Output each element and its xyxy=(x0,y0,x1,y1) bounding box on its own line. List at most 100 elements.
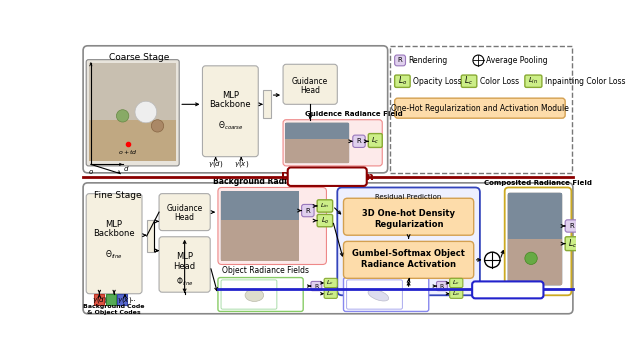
Bar xyxy=(285,123,349,139)
Text: $o+td$: $o+td$ xyxy=(118,148,138,156)
FancyBboxPatch shape xyxy=(525,75,542,87)
Text: Inpainting Color Loss: Inpainting Color Loss xyxy=(545,77,625,86)
FancyBboxPatch shape xyxy=(347,280,403,309)
FancyBboxPatch shape xyxy=(508,193,562,285)
Text: $d$: $d$ xyxy=(123,164,129,173)
Text: MLP: MLP xyxy=(176,252,193,261)
Text: $L_c$: $L_c$ xyxy=(465,75,474,88)
FancyBboxPatch shape xyxy=(202,66,259,157)
Text: One-Hot Regularization and Activation Module: One-Hot Regularization and Activation Mo… xyxy=(391,104,569,112)
Ellipse shape xyxy=(245,289,264,302)
Text: Color Loss: Color Loss xyxy=(480,77,519,86)
FancyBboxPatch shape xyxy=(83,183,573,314)
Bar xyxy=(508,193,562,239)
Text: Average Pooling: Average Pooling xyxy=(486,56,548,65)
Text: R: R xyxy=(314,283,319,289)
Circle shape xyxy=(116,110,129,122)
Text: Decomposition: Decomposition xyxy=(281,172,374,182)
FancyBboxPatch shape xyxy=(311,282,322,290)
FancyBboxPatch shape xyxy=(395,98,565,118)
Text: MLP: MLP xyxy=(222,90,239,100)
Text: $o$: $o$ xyxy=(88,168,93,176)
Bar xyxy=(390,46,572,173)
FancyBboxPatch shape xyxy=(565,220,577,232)
FancyBboxPatch shape xyxy=(450,289,463,298)
FancyBboxPatch shape xyxy=(565,237,579,251)
Text: Head: Head xyxy=(173,262,196,271)
FancyBboxPatch shape xyxy=(283,120,382,166)
FancyBboxPatch shape xyxy=(86,194,142,294)
Text: $\Phi_{fine}$: $\Phi_{fine}$ xyxy=(175,275,193,288)
Bar xyxy=(147,220,154,252)
Text: Residual Prediction: Residual Prediction xyxy=(376,194,442,200)
Circle shape xyxy=(135,101,157,123)
FancyBboxPatch shape xyxy=(344,198,474,235)
Ellipse shape xyxy=(368,289,388,301)
Text: R: R xyxy=(569,223,573,229)
Text: Composition: Composition xyxy=(471,285,545,295)
FancyBboxPatch shape xyxy=(368,134,382,147)
Text: Head: Head xyxy=(300,86,320,95)
Circle shape xyxy=(484,252,500,268)
FancyBboxPatch shape xyxy=(285,123,349,163)
FancyBboxPatch shape xyxy=(395,55,406,66)
Bar xyxy=(90,63,176,161)
FancyBboxPatch shape xyxy=(221,191,298,261)
Text: $\gamma(d)$: $\gamma(d)$ xyxy=(208,159,223,169)
Bar xyxy=(106,294,116,305)
Text: Background Radiance Field: Background Radiance Field xyxy=(213,177,332,186)
Text: Fine Stage: Fine Stage xyxy=(94,190,141,200)
Bar xyxy=(94,294,104,305)
Text: R: R xyxy=(305,208,310,214)
Text: Head: Head xyxy=(175,213,195,222)
Bar xyxy=(221,220,298,261)
FancyBboxPatch shape xyxy=(317,200,333,212)
Text: $L_o$: $L_o$ xyxy=(452,289,460,298)
Text: $\gamma(x)$: $\gamma(x)$ xyxy=(234,159,249,169)
Text: $L_o$: $L_o$ xyxy=(397,75,407,88)
Text: Composited Radiance Field: Composited Radiance Field xyxy=(484,180,592,186)
Text: $L_o$: $L_o$ xyxy=(321,215,329,226)
Text: MLP: MLP xyxy=(106,220,123,229)
FancyBboxPatch shape xyxy=(324,289,337,298)
Text: 3D One-hot Density: 3D One-hot Density xyxy=(362,209,455,218)
Text: Opacity Loss: Opacity Loss xyxy=(413,77,462,86)
Text: $\Theta_{fine}$: $\Theta_{fine}$ xyxy=(105,248,123,261)
Bar xyxy=(285,139,349,163)
Text: Guidance: Guidance xyxy=(166,204,203,213)
FancyBboxPatch shape xyxy=(83,46,388,173)
FancyBboxPatch shape xyxy=(159,237,210,292)
Circle shape xyxy=(473,55,484,66)
FancyBboxPatch shape xyxy=(395,75,410,87)
Text: $L_c$: $L_c$ xyxy=(371,135,380,146)
Bar xyxy=(263,90,271,118)
Bar xyxy=(221,191,298,220)
Bar xyxy=(117,294,127,305)
Text: Guidance: Guidance xyxy=(292,77,328,86)
FancyBboxPatch shape xyxy=(450,278,463,288)
Text: R: R xyxy=(440,283,444,289)
Text: Object Radiance Fields: Object Radiance Fields xyxy=(223,266,310,275)
FancyBboxPatch shape xyxy=(337,188,480,295)
FancyBboxPatch shape xyxy=(283,64,337,104)
Text: Coarse Stage: Coarse Stage xyxy=(109,53,170,63)
Text: Regularization: Regularization xyxy=(374,220,444,229)
Text: Rendering: Rendering xyxy=(408,56,448,65)
Text: Backbone: Backbone xyxy=(209,100,251,109)
FancyBboxPatch shape xyxy=(317,214,333,227)
Bar xyxy=(508,239,562,285)
Text: Radiance Activation: Radiance Activation xyxy=(361,260,456,269)
FancyBboxPatch shape xyxy=(221,280,277,309)
Circle shape xyxy=(525,252,537,265)
Text: $L_c$: $L_c$ xyxy=(452,278,460,287)
Text: $\gamma(x)$: $\gamma(x)$ xyxy=(117,295,132,305)
Text: Gumbel-Softmax Object: Gumbel-Softmax Object xyxy=(352,249,465,258)
FancyBboxPatch shape xyxy=(288,167,367,186)
Text: $L_c$: $L_c$ xyxy=(568,237,577,250)
Text: $L_{in}$: $L_{in}$ xyxy=(529,76,538,86)
Bar xyxy=(90,120,176,161)
Circle shape xyxy=(151,120,164,132)
FancyBboxPatch shape xyxy=(353,135,365,147)
Text: $L_o$: $L_o$ xyxy=(326,289,334,298)
Text: $L_{in}$: $L_{in}$ xyxy=(320,201,330,210)
